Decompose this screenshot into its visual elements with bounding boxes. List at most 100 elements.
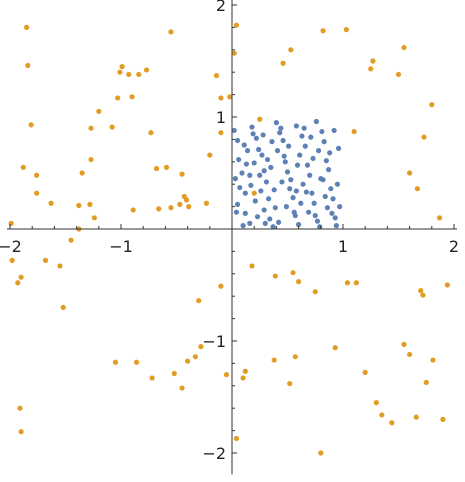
data-point <box>323 158 329 164</box>
data-point <box>297 152 303 158</box>
data-point <box>60 304 66 310</box>
data-point <box>314 218 321 224</box>
data-point <box>24 24 30 30</box>
data-point <box>168 205 174 211</box>
data-point <box>271 187 277 193</box>
data-point <box>258 188 264 194</box>
data-point <box>262 220 268 226</box>
data-point <box>321 139 327 145</box>
data-point <box>362 369 368 375</box>
data-point <box>148 130 154 136</box>
data-point <box>9 257 15 263</box>
data-point <box>240 375 246 381</box>
data-point <box>276 219 282 225</box>
data-point <box>322 193 328 200</box>
data-point <box>232 176 238 182</box>
data-point <box>327 150 333 156</box>
data-point <box>179 385 185 391</box>
data-point <box>298 200 304 206</box>
data-point <box>257 116 263 122</box>
data-point <box>223 372 230 378</box>
data-point <box>34 190 40 196</box>
data-point <box>423 379 429 386</box>
data-point <box>57 263 63 269</box>
data-point <box>368 66 374 72</box>
data-point <box>248 182 254 188</box>
data-point <box>302 143 308 149</box>
data-point <box>293 188 299 194</box>
data-point <box>218 95 224 101</box>
data-point <box>440 416 446 422</box>
data-point <box>117 69 123 75</box>
data-point <box>337 204 343 210</box>
data-point <box>334 181 341 187</box>
data-point <box>249 124 255 130</box>
data-point <box>420 292 426 298</box>
data-point <box>237 184 243 191</box>
data-point <box>325 167 332 173</box>
data-point <box>20 164 26 170</box>
data-point <box>213 72 220 79</box>
data-point <box>310 155 316 162</box>
data-point <box>315 148 322 154</box>
data-point <box>185 358 191 364</box>
data-point <box>156 206 162 212</box>
data-point <box>287 186 293 192</box>
data-point <box>233 435 240 442</box>
data-point <box>280 60 286 66</box>
data-point <box>87 201 93 207</box>
data-point <box>305 209 312 215</box>
data-point <box>227 94 233 100</box>
data-point <box>429 102 435 108</box>
data-point <box>430 357 436 363</box>
data-point <box>272 273 278 279</box>
x-tick-label: 2 <box>449 237 459 256</box>
data-point <box>254 214 261 220</box>
data-point <box>288 47 294 53</box>
data-point <box>96 108 102 114</box>
data-point <box>88 125 94 131</box>
data-point <box>318 450 324 456</box>
data-point <box>259 152 265 158</box>
data-point <box>264 156 271 163</box>
data-point <box>324 205 331 211</box>
data-point <box>91 215 97 221</box>
data-point <box>18 429 24 435</box>
data-point <box>163 164 170 170</box>
data-point <box>17 405 23 411</box>
data-point <box>312 212 318 219</box>
data-point <box>231 127 237 134</box>
y-tick-label: −1 <box>202 332 226 351</box>
data-point <box>251 160 257 166</box>
data-point <box>115 95 121 101</box>
data-point <box>300 181 306 187</box>
data-point <box>444 282 450 288</box>
data-point <box>126 71 132 78</box>
data-point <box>272 205 278 211</box>
data-point <box>307 172 313 178</box>
data-point <box>290 195 296 201</box>
data-point <box>244 148 251 154</box>
data-point <box>129 94 135 100</box>
data-point <box>407 351 413 358</box>
data-point <box>263 179 270 185</box>
data-point <box>207 152 213 158</box>
data-point <box>351 128 357 135</box>
data-point <box>243 161 250 167</box>
x-tick-label: −1 <box>109 237 133 256</box>
data-point <box>136 71 142 78</box>
data-point <box>266 196 272 202</box>
data-point <box>329 210 335 216</box>
data-point <box>198 344 204 350</box>
data-point <box>76 202 82 209</box>
data-point <box>287 380 293 387</box>
data-point <box>273 120 279 126</box>
data-point <box>281 153 287 159</box>
data-point <box>186 204 192 210</box>
data-point <box>112 359 119 365</box>
data-point <box>15 280 21 286</box>
data-point <box>236 156 242 163</box>
data-point <box>291 209 297 215</box>
data-point <box>333 223 339 229</box>
data-point <box>296 221 302 228</box>
